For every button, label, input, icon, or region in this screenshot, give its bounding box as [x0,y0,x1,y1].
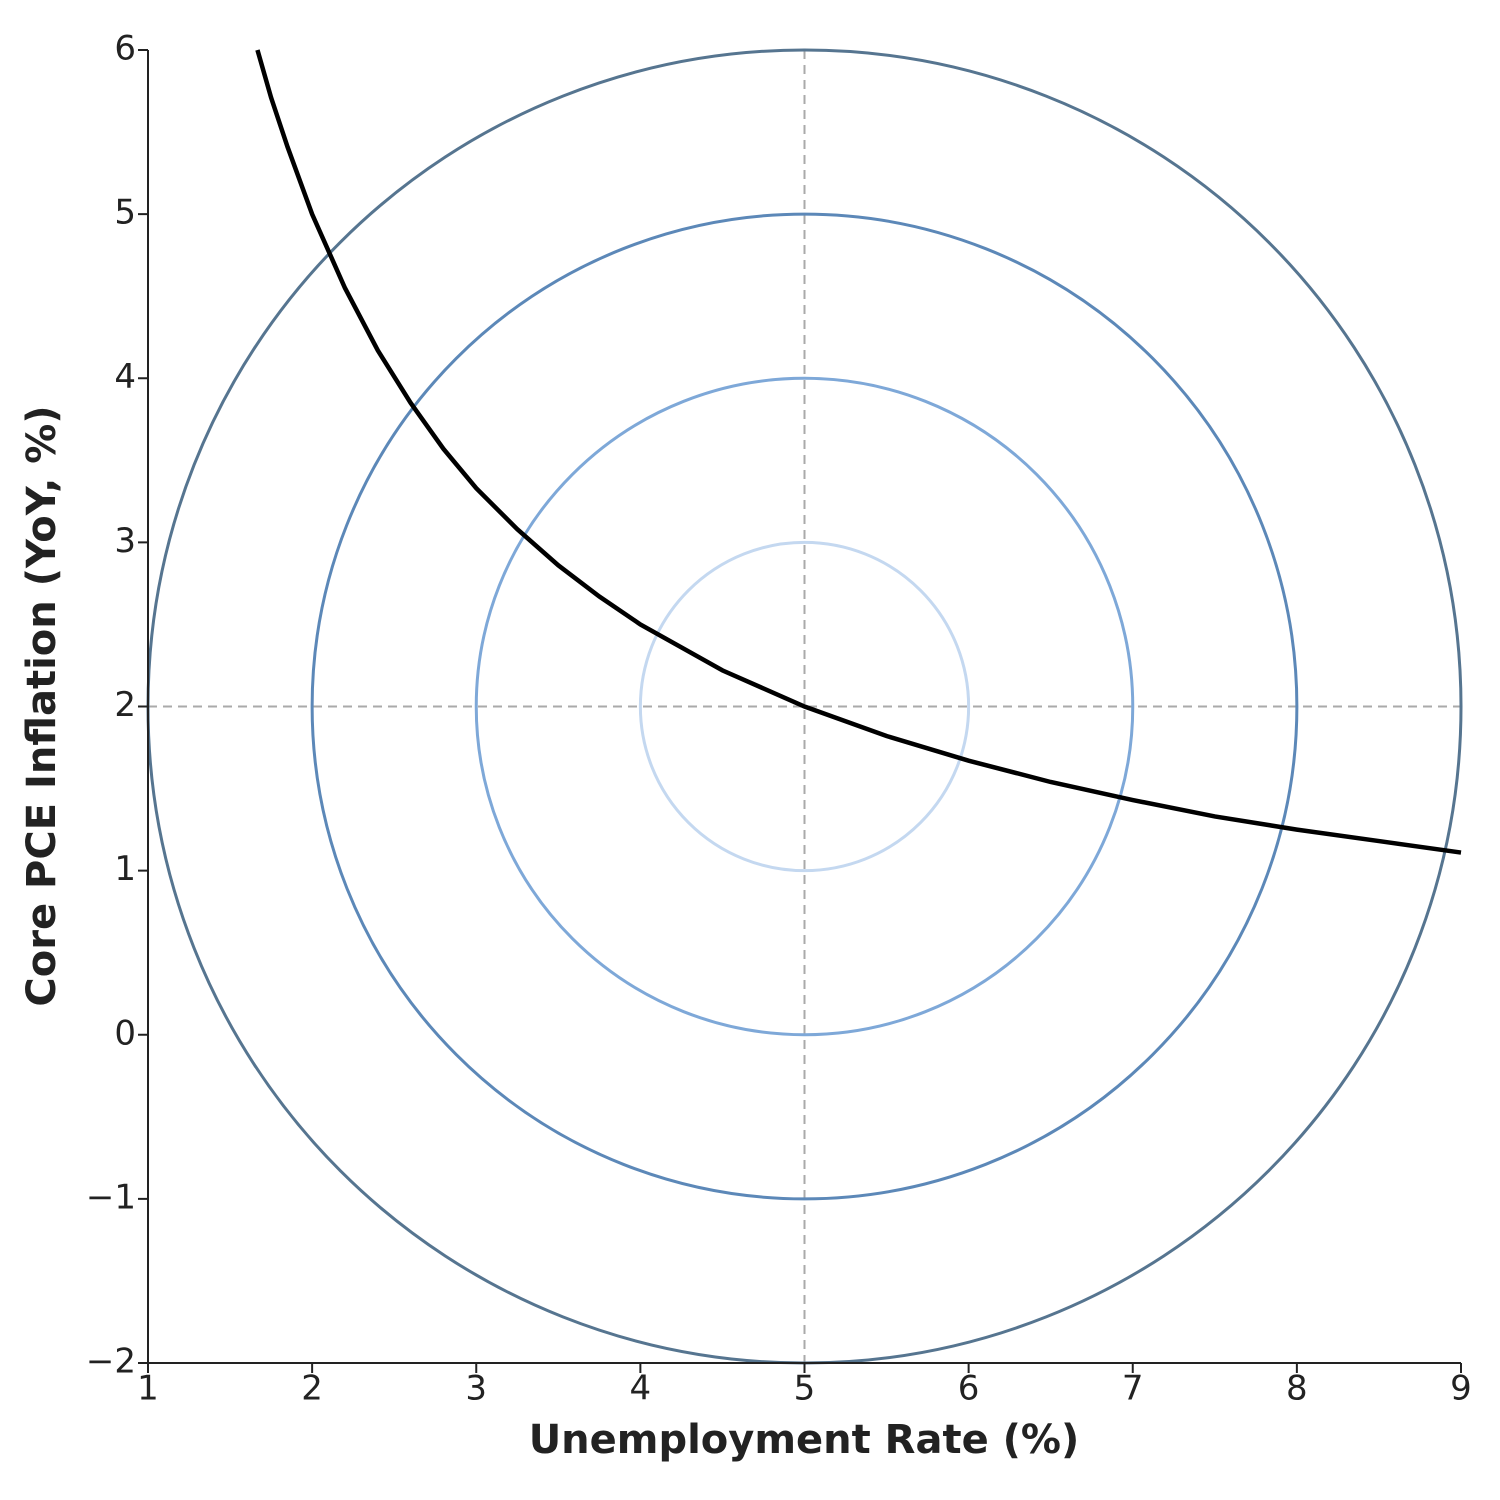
x-tick-label: 3 [465,1369,487,1409]
contour-circle [474,376,1135,1037]
x-tick-label: 9 [1450,1369,1472,1409]
y-tick-label: 6 [114,29,136,69]
x-tick-label: 5 [794,1369,816,1409]
y-tick-label: 0 [114,1013,136,1053]
x-axis-label: Unemployment Rate (%) [529,1417,1080,1463]
y-tick-label: 5 [114,193,136,233]
curve [255,49,1462,855]
x-tick-label: 6 [958,1369,980,1409]
x-tick-label: 4 [630,1369,652,1409]
x-tick-label: 7 [1122,1369,1144,1409]
y-tick-label: 1 [114,849,136,889]
plot-area [146,48,1463,1365]
y-tick-label: −2 [86,1342,136,1382]
x-tick-label: 2 [301,1369,323,1409]
x-tick-label: 1 [137,1369,159,1409]
contour-circle [638,540,971,873]
y-tick-label: 4 [114,357,136,397]
contour-circle [310,212,1299,1201]
y-tick-label: −1 [86,1177,136,1217]
y-tick-label: 2 [114,685,136,725]
y-tick-label: 3 [114,521,136,561]
y-axis-label: Core PCE Inflation (YoY, %) [19,405,65,1006]
x-tick-label: 8 [1286,1369,1308,1409]
